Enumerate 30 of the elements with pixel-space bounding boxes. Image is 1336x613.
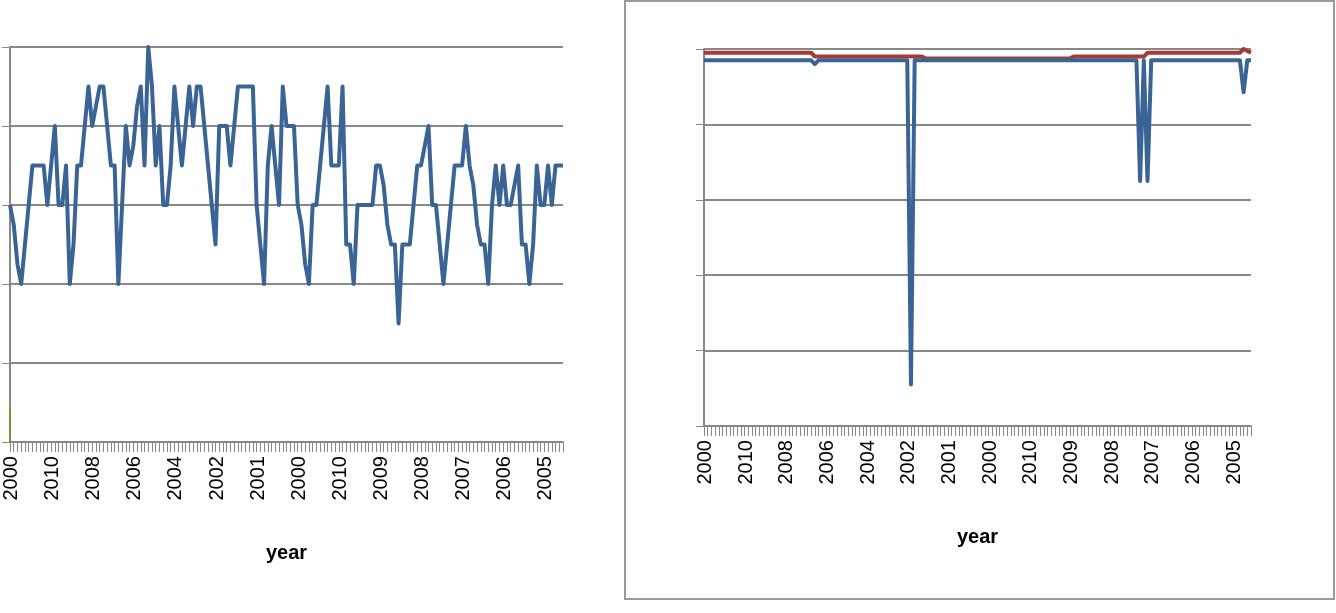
x-axis-title: year (265, 541, 308, 563)
x-tick-label: 2001 (936, 440, 959, 485)
x-tick-label: 2004 (163, 456, 186, 501)
x-tick-label: 2000 (286, 456, 309, 501)
x-axis-title: year (956, 525, 999, 547)
x-tick-label: 2000 (977, 440, 1000, 485)
x-tick-label: 2004 (855, 440, 878, 485)
x-tick-label: 2006 (1180, 440, 1203, 485)
x-tick-label: 2007 (451, 456, 474, 501)
x-tick-label: 2006 (492, 456, 515, 501)
x-tick-label: 2010 (40, 456, 63, 501)
x-tick-label: 2000 (0, 456, 21, 501)
x-tick-label: 2008 (774, 440, 797, 485)
x-tick-label: 2010 (733, 440, 756, 485)
x-tick-label: 2005 (1221, 440, 1244, 485)
x-tick-label: 2008 (410, 456, 433, 501)
x-tick-label: 2008 (1099, 440, 1122, 485)
x-tick-label: 2009 (368, 456, 391, 501)
x-tick-label: 2000 (693, 440, 715, 485)
x-tick-label: 2002 (896, 440, 919, 485)
x-tick-label: 2002 (204, 456, 227, 501)
x-tick-label: 2010 (1018, 440, 1041, 485)
x-tick-label: 2006 (814, 440, 837, 485)
x-tick-label: 2009 (1058, 440, 1081, 485)
x-tick-label: 2001 (245, 456, 268, 501)
x-tick-label: 2005 (533, 456, 556, 501)
x-tick-label: 2010 (327, 456, 350, 501)
x-tick-label: 2006 (122, 456, 145, 501)
x-tick-label: 2008 (81, 456, 104, 501)
x-tick-label: 2007 (1140, 440, 1163, 485)
